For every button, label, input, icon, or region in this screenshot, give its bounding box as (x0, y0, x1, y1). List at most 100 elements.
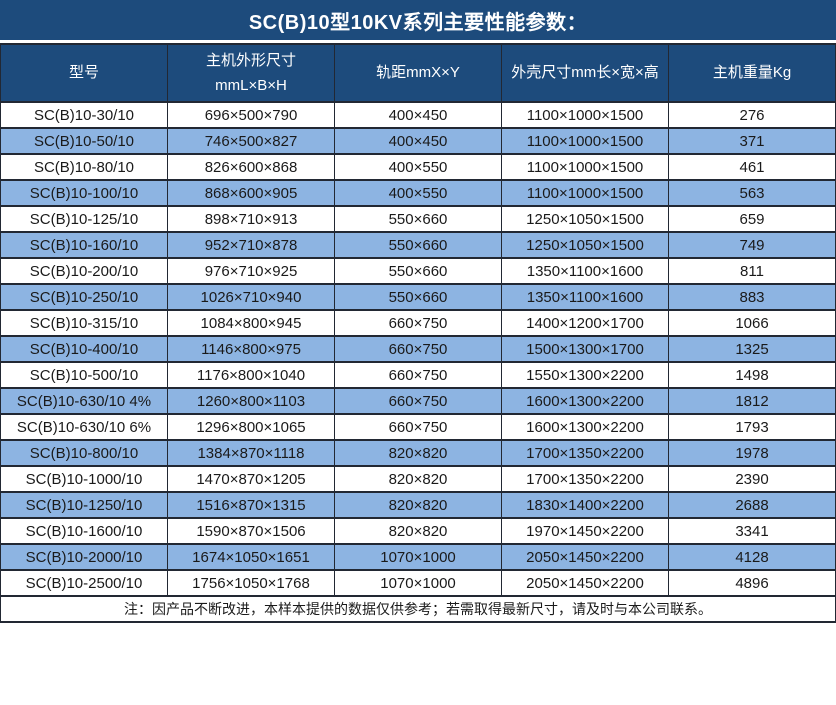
table-cell: 2390 (668, 465, 836, 493)
table-cell: 563 (668, 179, 836, 207)
table-cell: SC(B)10-2000/10 (0, 543, 168, 571)
table-cell: 1350×1100×1600 (501, 283, 669, 311)
table-cell: SC(B)10-315/10 (0, 309, 168, 337)
table-cell: 1260×800×1103 (167, 387, 335, 415)
table-cell: 2688 (668, 491, 836, 519)
table-row: SC(B)10-630/10 4% 1260×800×1103 660×750 160… (0, 387, 836, 415)
table-cell: 826×600×868 (167, 153, 335, 181)
table-cell: 2050×1450×2200 (501, 543, 669, 571)
page-title: SC(B)10型10KV系列主要性能参数： (0, 0, 836, 40)
table-cell: 820×820 (334, 439, 502, 467)
table-cell: 660×750 (334, 335, 502, 363)
column-header: 外壳尺寸mm长×宽×高 (501, 43, 669, 103)
table-row: SC(B)10-200/10 976×710×925 550×660 1350×110… (0, 257, 836, 285)
table-cell: SC(B)10-630/10 6% (0, 413, 168, 441)
table-cell: SC(B)10-125/10 (0, 205, 168, 233)
table-cell: 3341 (668, 517, 836, 545)
table-cell: 1250×1050×1500 (501, 205, 669, 233)
table-cell: 811 (668, 257, 836, 285)
table-cell: 1100×1000×1500 (501, 153, 669, 181)
table-cell: 550×660 (334, 257, 502, 285)
table-cell: SC(B)10-1250/10 (0, 491, 168, 519)
table-cell: 4128 (668, 543, 836, 571)
table-body: SC(B)10-30/10 696×500×790 400×450 1100×1000… (0, 101, 836, 597)
table-row: SC(B)10-100/10 868×600×905 400×550 1100×100… (0, 179, 836, 207)
table-header: 型号 主机外形尺寸 mmL×B×H 轨距mmX×Y 外壳尺寸mm长×宽×高 主机重量Kg (0, 43, 836, 103)
table-cell: 1384×870×1118 (167, 439, 335, 467)
table-cell: 1756×1050×1768 (167, 569, 335, 597)
table-cell: 1600×1300×2200 (501, 387, 669, 415)
table-cell: 1600×1300×2200 (501, 413, 669, 441)
table-cell: 1070×1000 (334, 569, 502, 597)
table-cell: SC(B)10-200/10 (0, 257, 168, 285)
table-footer: 注：因产品不断改进，本样本提供的数据仅供参考；若需取得最新尺寸，请及时与本公司联… (0, 595, 836, 623)
table-row: SC(B)10-2000/10 1674×1050×1651 1070×1000 20… (0, 543, 836, 571)
table-cell: 883 (668, 283, 836, 311)
table-cell: 400×450 (334, 127, 502, 155)
table-cell: 749 (668, 231, 836, 259)
table-cell: 746×500×827 (167, 127, 335, 155)
table-cell: 400×550 (334, 179, 502, 207)
table-cell: SC(B)10-50/10 (0, 127, 168, 155)
table-row: SC(B)10-1600/10 1590×870×1506 820×820 1970×… (0, 517, 836, 545)
table-cell: 898×710×913 (167, 205, 335, 233)
table-row: SC(B)10-800/10 1384×870×1118 820×820 1700×1… (0, 439, 836, 467)
table-cell: 868×600×905 (167, 179, 335, 207)
table-cell: 1470×870×1205 (167, 465, 335, 493)
table-cell: 1100×1000×1500 (501, 127, 669, 155)
table-cell: SC(B)10-800/10 (0, 439, 168, 467)
table-cell: 1978 (668, 439, 836, 467)
footer-note: 注：因产品不断改进，本样本提供的数据仅供参考；若需取得最新尺寸，请及时与本公司联… (0, 595, 836, 623)
table-cell: 660×750 (334, 361, 502, 389)
table-row: SC(B)10-500/10 1176×800×1040 660×750 1550×1… (0, 361, 836, 389)
footer-note-row: 注：因产品不断改进，本样本提供的数据仅供参考；若需取得最新尺寸，请及时与本公司联… (0, 595, 836, 623)
table-cell: SC(B)10-400/10 (0, 335, 168, 363)
table-cell: SC(B)10-250/10 (0, 283, 168, 311)
table-cell: 1700×1350×2200 (501, 465, 669, 493)
table-cell: SC(B)10-160/10 (0, 231, 168, 259)
table-cell: 976×710×925 (167, 257, 335, 285)
table-cell: 660×750 (334, 387, 502, 415)
table-cell: 1700×1350×2200 (501, 439, 669, 467)
table-cell: 1176×800×1040 (167, 361, 335, 389)
table-row: SC(B)10-160/10 952×710×878 550×660 1250×105… (0, 231, 836, 259)
table-cell: 820×820 (334, 465, 502, 493)
table-cell: 1793 (668, 413, 836, 441)
table-cell: 659 (668, 205, 836, 233)
table-cell: 1100×1000×1500 (501, 101, 669, 129)
column-header: 主机重量Kg (668, 43, 836, 103)
table-cell: 1812 (668, 387, 836, 415)
table-cell: 1400×1200×1700 (501, 309, 669, 337)
table-cell: 1296×800×1065 (167, 413, 335, 441)
table-row: SC(B)10-1250/10 1516×870×1315 820×820 1830×… (0, 491, 836, 519)
table-cell: 1084×800×945 (167, 309, 335, 337)
table-cell: 1674×1050×1651 (167, 543, 335, 571)
column-header: 型号 (0, 43, 168, 103)
table-cell: SC(B)10-2500/10 (0, 569, 168, 597)
table-cell: 550×660 (334, 283, 502, 311)
table-row: SC(B)10-250/10 1026×710×940 550×660 1350×11… (0, 283, 836, 311)
table-cell: SC(B)10-80/10 (0, 153, 168, 181)
table-cell: SC(B)10-630/10 4% (0, 387, 168, 415)
table-row: SC(B)10-630/10 6% 1296×800×1065 660×750 160… (0, 413, 836, 441)
column-header: 主机外形尺寸 mmL×B×H (167, 43, 335, 103)
header-row: 型号 主机外形尺寸 mmL×B×H 轨距mmX×Y 外壳尺寸mm长×宽×高 主机重量Kg (0, 43, 836, 103)
table-cell: 952×710×878 (167, 231, 335, 259)
table-cell: 550×660 (334, 231, 502, 259)
table-row: SC(B)10-30/10 696×500×790 400×450 1100×1000… (0, 101, 836, 129)
table-cell: SC(B)10-1600/10 (0, 517, 168, 545)
table-cell: SC(B)10-1000/10 (0, 465, 168, 493)
table-cell: SC(B)10-30/10 (0, 101, 168, 129)
table-cell: 1550×1300×2200 (501, 361, 669, 389)
table-cell: 696×500×790 (167, 101, 335, 129)
table-cell: 1516×870×1315 (167, 491, 335, 519)
table-cell: 1325 (668, 335, 836, 363)
table-cell: 371 (668, 127, 836, 155)
table-cell: 550×660 (334, 205, 502, 233)
table-cell: 461 (668, 153, 836, 181)
table-cell: 400×450 (334, 101, 502, 129)
table-cell: 1830×1400×2200 (501, 491, 669, 519)
table-cell: SC(B)10-500/10 (0, 361, 168, 389)
table-cell: 1146×800×975 (167, 335, 335, 363)
